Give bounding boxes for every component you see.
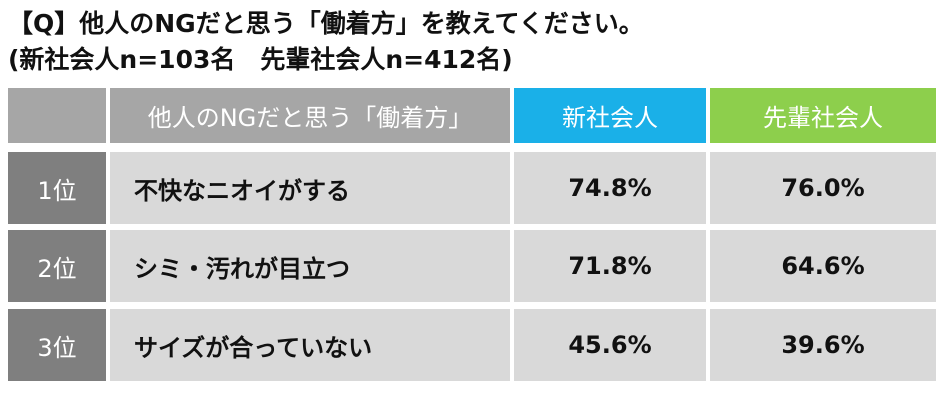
item-cell: シミ・汚れが目立つ bbox=[110, 230, 510, 302]
header-column: 新社会人 bbox=[514, 88, 706, 143]
item-cell: 不快なニオイがする bbox=[110, 152, 510, 224]
value-cell: 39.6% bbox=[710, 309, 936, 381]
header-item: 他人のNGだと思う「働着方」 bbox=[110, 88, 510, 143]
rank-cell: 1位 bbox=[8, 152, 106, 224]
rank-cell: 2位 bbox=[8, 230, 106, 302]
header-column: 先輩社会人 bbox=[710, 88, 936, 143]
header-blank bbox=[8, 88, 106, 143]
value-cell: 45.6% bbox=[514, 309, 706, 381]
subtitle-line: (新社会人n=103名 先輩社会人n=412名) bbox=[8, 45, 513, 74]
rank-cell: 3位 bbox=[8, 309, 106, 381]
value-cell: 71.8% bbox=[514, 230, 706, 302]
value-cell: 76.0% bbox=[710, 152, 936, 224]
title-line: 【Q】他人のNGだと思う「働着方」を教えてください。 bbox=[8, 9, 644, 38]
value-cell: 74.8% bbox=[514, 152, 706, 224]
item-cell: サイズが合っていない bbox=[110, 309, 510, 381]
value-cell: 64.6% bbox=[710, 230, 936, 302]
